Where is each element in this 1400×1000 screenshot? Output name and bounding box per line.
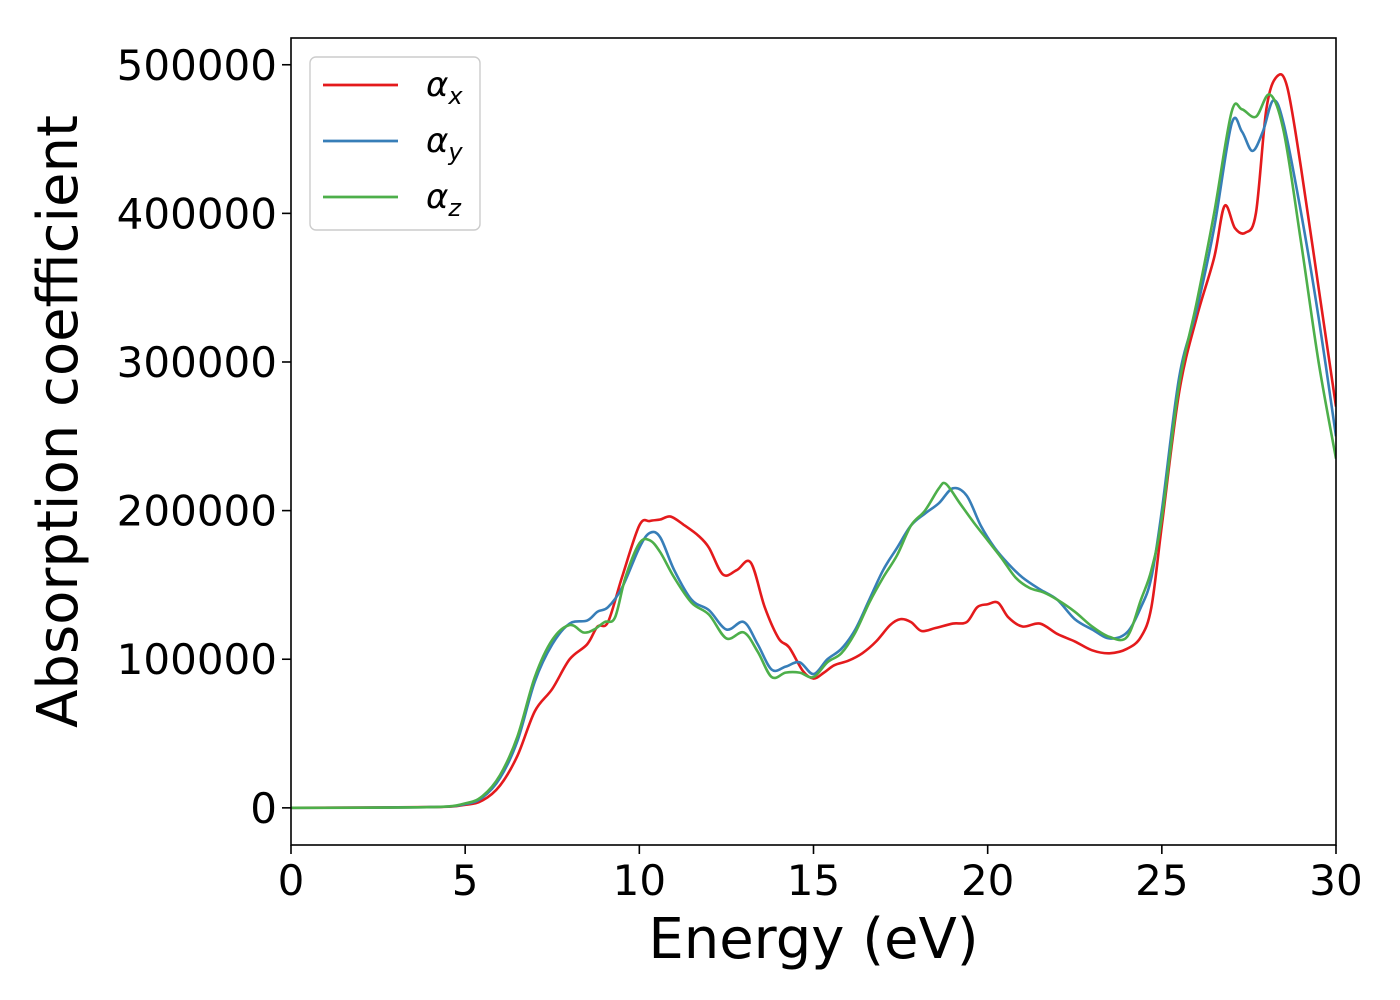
y-tick-label: 0 (250, 784, 277, 833)
y-tick-label: 400000 (117, 189, 277, 238)
y-tick-label: 500000 (117, 41, 277, 90)
legend-label-z: αz (426, 177, 462, 222)
x-tick-label: 20 (961, 856, 1014, 905)
y-axis-title: Absorption coefficient (26, 115, 91, 728)
x-tick-label: 0 (278, 856, 305, 905)
y-tick-label: 300000 (117, 338, 277, 387)
x-tick-label: 10 (613, 856, 666, 905)
y-tick-label: 100000 (117, 635, 277, 684)
x-axis: 0 5 10 15 20 25 30 (278, 845, 1363, 905)
legend-box (309, 56, 481, 231)
x-tick-label: 15 (787, 856, 840, 905)
series-line-y (291, 99, 1336, 810)
y-tick-label: 200000 (117, 487, 277, 536)
x-tick-label: 30 (1309, 856, 1362, 905)
legend-label-x: αx (426, 65, 463, 110)
series-line-z (291, 93, 1336, 810)
legend: αx αy αz (309, 56, 481, 231)
series-layer (291, 72, 1336, 810)
x-tick-label: 5 (452, 856, 479, 905)
y-axis: 0 100000 200000 300000 400000 500000 (117, 41, 291, 833)
legend-label-y: αy (426, 121, 463, 166)
x-tick-label: 25 (1135, 856, 1188, 905)
x-axis-title: Energy (eV) (648, 907, 978, 972)
